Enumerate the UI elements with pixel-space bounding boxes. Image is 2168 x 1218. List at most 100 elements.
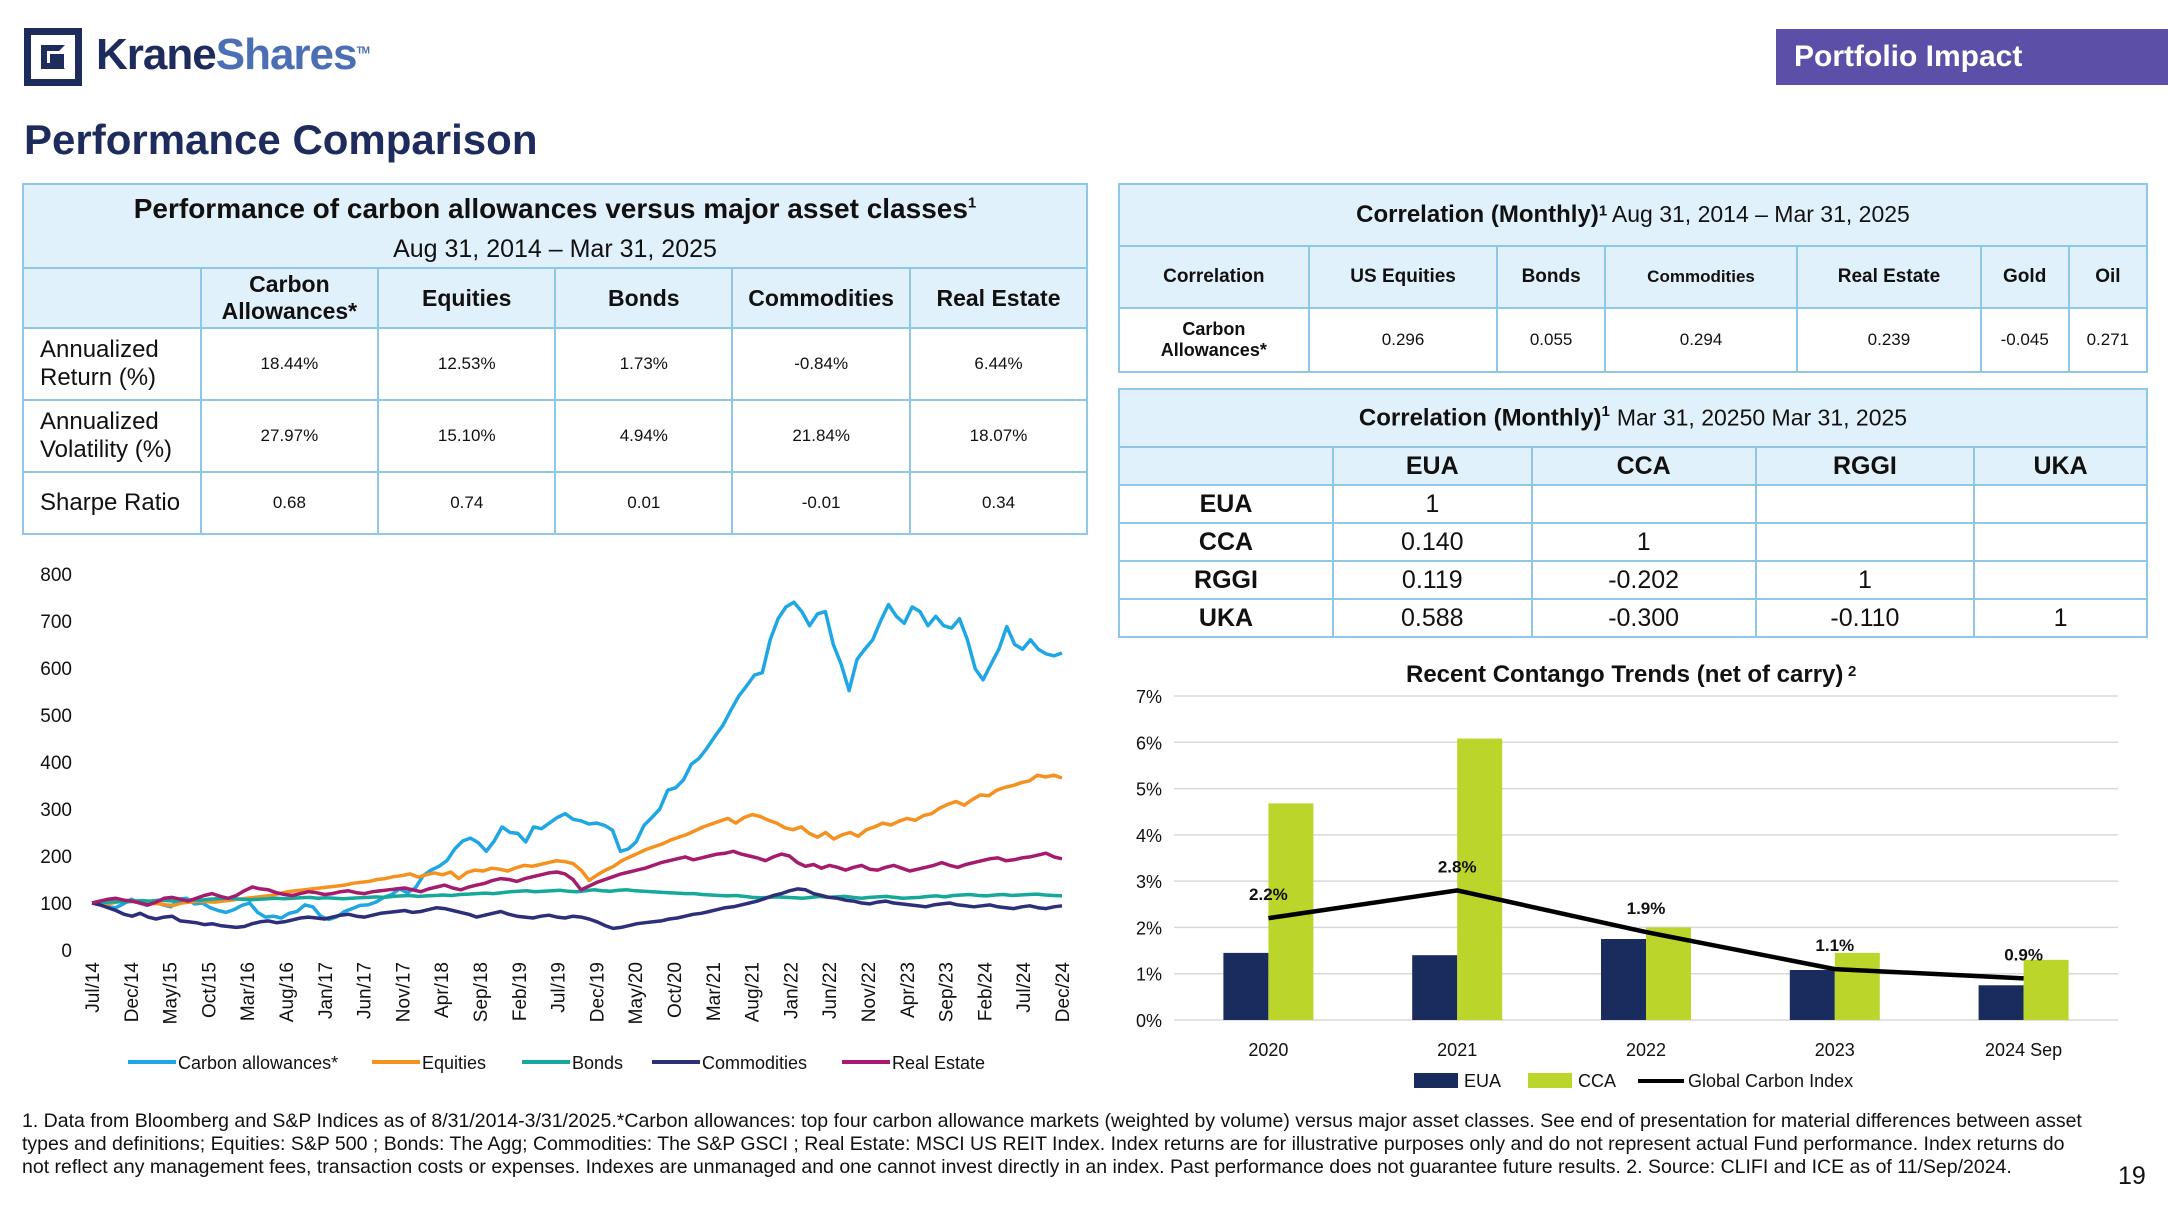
x-tick-label: Sep/23 <box>937 962 958 1022</box>
corr2-cell <box>1754 522 1976 562</box>
perf-row-label: Annualized Volatility (%) <box>22 399 202 473</box>
y-tick-label: 500 <box>40 706 72 727</box>
perf-table-title: Performance of carbon allowances versus … <box>133 192 968 224</box>
corr1-cell: 0.055 <box>1496 307 1606 373</box>
x-tick-label: Mar/16 <box>238 962 259 1021</box>
x-tick-label: Jun/22 <box>820 962 841 1019</box>
perf-cell: 27.97% <box>199 399 380 473</box>
x-tick-label: 2023 <box>1815 1040 1855 1060</box>
contango-bar-chart: Recent Contango Trends (net of carry) 2 0%… <box>1136 661 2118 1091</box>
corr1-cell: 0.239 <box>1796 307 1982 373</box>
x-tick-label: Dec/19 <box>587 962 608 1022</box>
perf-cell: 0.34 <box>909 471 1088 535</box>
x-tick-label: May/20 <box>626 962 647 1024</box>
y-tick-label: 800 <box>40 565 72 586</box>
perf-cell: 1.73% <box>554 327 734 401</box>
y-tick-label: 600 <box>40 659 72 680</box>
corr2-row-label: CCA <box>1118 522 1334 562</box>
bar <box>2023 959 2069 1020</box>
legend-label: Bonds <box>572 1053 623 1073</box>
x-tick-label: Sep/18 <box>471 962 492 1022</box>
y-tick-label: 2% <box>1136 918 1162 938</box>
series-line <box>91 600 1063 922</box>
y-tick-label: 3% <box>1136 872 1162 892</box>
corr1-title-sup: 1 <box>1598 202 1608 220</box>
corr2-cell <box>1530 484 1757 524</box>
corr1-col: Real Estate <box>1796 245 1982 309</box>
y-tick-label: 4% <box>1136 826 1162 846</box>
legend-label: Real Estate <box>892 1053 985 1073</box>
table-row: Annualized Volatility (%) 27.97% 15.10% 4… <box>22 399 1088 473</box>
corr2-cell: 1 <box>1973 598 2148 638</box>
series-line <box>91 773 1063 908</box>
perf-cell: 4.94% <box>554 399 734 473</box>
logo-mark <box>24 28 82 86</box>
perf-table-subtitle: Aug 31, 2014 – Mar 31, 2025 <box>393 234 717 263</box>
data-label: 1.9% <box>1627 899 1666 918</box>
table-row: RGGI 0.119 -0.202 1 <box>1118 560 2148 600</box>
x-tick-label: Aug/16 <box>277 962 298 1022</box>
chart-title-sup: 2 <box>1848 663 1856 680</box>
bar <box>1789 970 1835 1020</box>
corr1-cell: 0.294 <box>1603 307 1799 373</box>
y-tick-label: 700 <box>40 612 72 633</box>
x-tick-label: Dec/24 <box>1053 962 1074 1023</box>
corr1-header: Correlation (Monthly)1 Aug 31, 2014 – Ma… <box>1118 183 2148 247</box>
footnote: 1. Data from Bloomberg and S&P Indices a… <box>22 1110 2082 1178</box>
perf-corner-cell <box>22 267 202 329</box>
corr2-cell: 1 <box>1530 522 1757 562</box>
bar <box>1646 927 1691 1020</box>
corr1-col: Commodities <box>1603 245 1799 309</box>
x-tick-label: Jun/17 <box>355 962 376 1019</box>
x-tick-label: Nov/22 <box>859 962 880 1022</box>
x-tick-label: Apr/18 <box>432 962 453 1018</box>
x-tick-label: May/15 <box>161 962 182 1024</box>
data-label: 2.8% <box>1438 857 1477 876</box>
perf-cell: -0.84% <box>731 327 911 401</box>
data-label: 0.9% <box>2004 945 2043 964</box>
x-tick-label: Oct/20 <box>665 962 686 1018</box>
corr1-col: Gold <box>1979 245 2070 309</box>
corr2-cell <box>1973 522 2148 562</box>
logo: KraneSharesTM <box>96 30 370 79</box>
y-tick-label: 200 <box>40 847 72 868</box>
corr2-cell: 1 <box>1754 560 1976 600</box>
corr1-col: US Equities <box>1307 245 1499 309</box>
corr2-col: UKA <box>1973 446 2148 486</box>
x-tick-label: Jan/22 <box>781 962 802 1019</box>
legend-label: Commodities <box>702 1053 807 1073</box>
perf-col-carbon: Carbon Allowances* <box>199 267 380 329</box>
corr2-cell: 0.140 <box>1332 522 1533 562</box>
table-row: UKA 0.588 -0.300 -0.110 1 <box>1118 598 2148 638</box>
y-tick-label: 0% <box>1136 1011 1162 1031</box>
table-row: CCA 0.140 1 <box>1118 522 2148 562</box>
table-row: Carbon Allowances* 0.296 0.055 0.294 0.23… <box>1118 307 2149 373</box>
legend-swatch <box>1414 1073 1458 1088</box>
legend-swatch <box>1528 1073 1572 1088</box>
perf-cell: 6.44% <box>909 327 1088 401</box>
perf-table-title-sup: 1 <box>967 194 977 212</box>
corr2-row-label: RGGI <box>1118 560 1334 600</box>
correlation-table-2: Correlation (Monthly)1 Mar 31, 20250 Mar… <box>1118 388 2148 638</box>
x-tick-label: 2020 <box>1248 1040 1288 1060</box>
corr2-col: CCA <box>1530 446 1757 486</box>
perf-row-label: Sharpe Ratio <box>22 471 202 535</box>
bar <box>1834 952 1880 1020</box>
series-line <box>91 888 1063 905</box>
x-tick-label: Dec/14 <box>122 962 143 1023</box>
y-tick-label: 1% <box>1136 965 1162 985</box>
x-tick-label: Jan/17 <box>316 962 337 1019</box>
corr2-cell: 1 <box>1332 484 1533 524</box>
corr2-cell <box>1973 560 2148 600</box>
perf-cell: 18.07% <box>909 399 1088 473</box>
section-tag: Portfolio Impact <box>1776 29 2168 85</box>
page-title: Performance Comparison <box>24 116 538 163</box>
y-tick-label: 100 <box>40 894 72 915</box>
performance-table: Performance of carbon allowances versus … <box>22 183 1088 535</box>
perf-cell: 15.10% <box>377 399 557 473</box>
corr1-cell: 0.271 <box>2067 307 2149 373</box>
corr2-cell: -0.202 <box>1530 560 1757 600</box>
chart-title: Recent Contango Trends (net of carry) <box>1406 661 1843 688</box>
legend-label: Equities <box>422 1053 486 1073</box>
table-row: EUA 1 <box>1118 484 2148 524</box>
